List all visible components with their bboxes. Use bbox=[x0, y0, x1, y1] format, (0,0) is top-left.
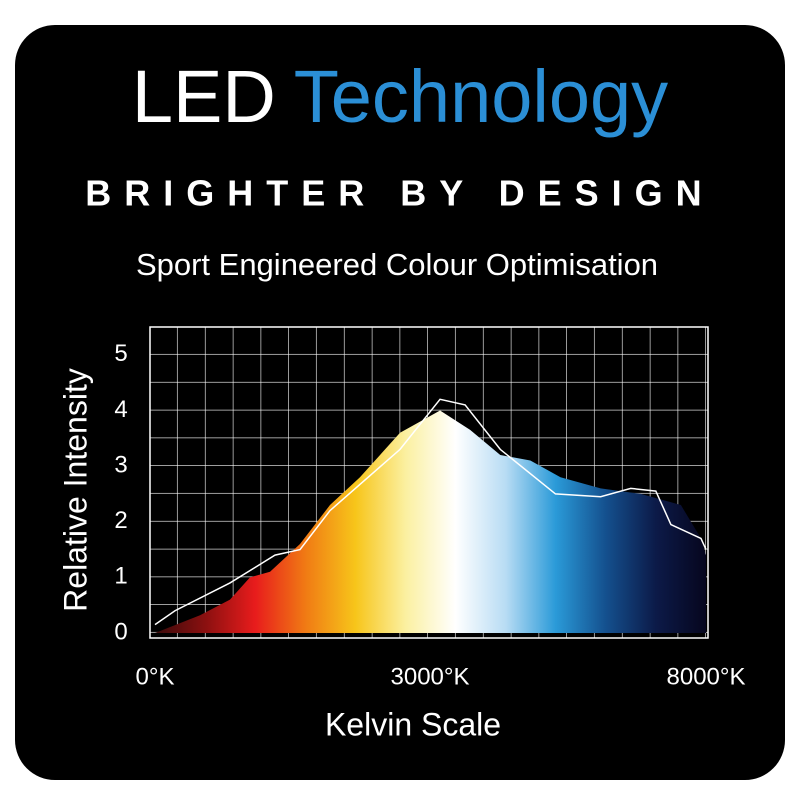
y-tick-label: 1 bbox=[114, 563, 127, 590]
y-axis-label: Relative Intensity bbox=[57, 368, 93, 612]
tagline: BRIGHTER BY DESIGN bbox=[85, 173, 714, 214]
title-accent: Technology bbox=[294, 55, 668, 138]
spectrum-area bbox=[155, 410, 706, 633]
subtitle: Sport Engineered Colour Optimisation bbox=[136, 247, 658, 282]
title-main: LED bbox=[132, 55, 276, 138]
y-tick-label: 4 bbox=[114, 396, 127, 423]
y-tick-label: 2 bbox=[114, 507, 127, 534]
x-tick-label: 0°K bbox=[136, 663, 175, 690]
y-tick-label: 3 bbox=[114, 451, 127, 478]
y-tick-label: 5 bbox=[114, 340, 127, 367]
intensity-line bbox=[154, 398, 707, 626]
y-tick-label: 0 bbox=[114, 618, 127, 645]
x-tick-label: 3000°K bbox=[391, 663, 470, 690]
x-axis-label: Kelvin Scale bbox=[325, 706, 501, 742]
x-tick-label: 8000°K bbox=[667, 663, 746, 690]
title: LED Technology bbox=[132, 55, 668, 138]
